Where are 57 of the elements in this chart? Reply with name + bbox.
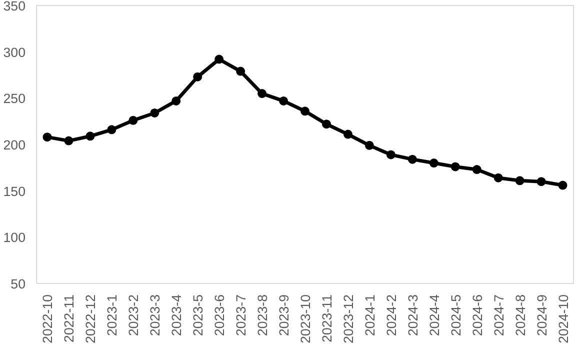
x-tick-label: 2024-3: [405, 294, 420, 336]
point: [364, 140, 374, 150]
y-tick-label: 200: [3, 138, 26, 152]
point: [429, 158, 438, 168]
point: [64, 136, 74, 146]
x-tick-label: 2024-10: [556, 294, 571, 344]
point: [193, 72, 202, 82]
x-tick-label: 2023-1: [104, 294, 120, 336]
x-tick-label: 2024-7: [491, 294, 506, 336]
x-tick-label: 2024-9: [534, 294, 550, 336]
point: [86, 132, 95, 141]
x-tick-label: 2024-1: [362, 294, 378, 336]
point: [150, 108, 160, 118]
point: [279, 96, 288, 106]
x-tick-label: 2024-6: [470, 294, 485, 336]
point: [214, 54, 224, 64]
x-tick-label: 2023-12: [340, 294, 356, 344]
point: [494, 173, 503, 182]
x-tick-label: 2023-9: [276, 294, 292, 336]
x-tick-label: 2024-4: [426, 294, 442, 336]
x-tick-label: 2024-2: [384, 294, 399, 336]
x-tick-label: 2023-11: [319, 294, 334, 342]
point: [450, 162, 460, 172]
point: [128, 116, 138, 125]
x-tick-label: 2023-4: [169, 294, 184, 336]
y-tick-label: 300: [3, 44, 26, 60]
x-tick-label: 2024-8: [512, 294, 528, 336]
x-tick-label: 2023-7: [234, 294, 249, 336]
x-tick-label: 2023-2: [126, 294, 142, 336]
x-tick-label: 2023-8: [255, 294, 270, 336]
point: [536, 177, 546, 186]
y-tick-label: 50: [10, 276, 26, 292]
point: [172, 96, 181, 106]
point: [322, 120, 331, 129]
x-tick-label: 2023-5: [190, 294, 206, 336]
point: [408, 154, 417, 164]
x-tick-label: 2023-3: [148, 294, 163, 336]
x-tick-label: 2023-6: [212, 294, 228, 336]
point: [236, 66, 246, 76]
point: [42, 132, 52, 142]
x-tick-label: 2023-10: [298, 294, 313, 344]
x-tick-label: 2022-10: [40, 294, 56, 344]
x-tick-label: 2022-11: [62, 294, 77, 342]
x-tick-label: 2024-5: [448, 294, 464, 336]
point: [343, 130, 352, 139]
point: [515, 176, 524, 186]
y-tick-label: 250: [3, 91, 26, 106]
point: [107, 125, 116, 134]
x-tick-label: 2022-12: [83, 294, 98, 344]
point: [472, 165, 482, 174]
y-tick-label: 150: [3, 184, 26, 199]
point: [386, 150, 396, 160]
y-tick-label: 100: [3, 230, 26, 246]
point: [558, 180, 568, 190]
point: [300, 106, 310, 116]
point: [258, 89, 267, 98]
y-tick-label: 350: [3, 0, 26, 14]
